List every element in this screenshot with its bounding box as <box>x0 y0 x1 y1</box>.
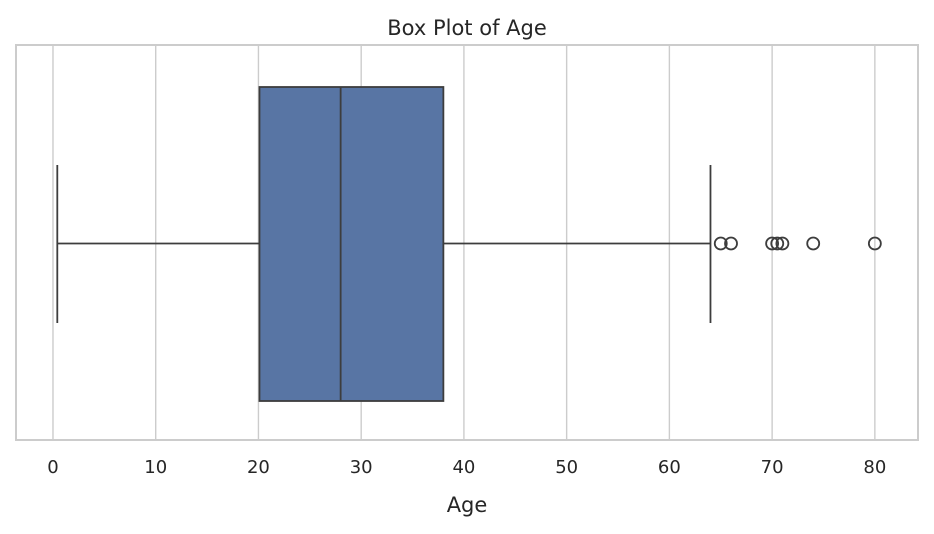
x-tick-label-50: 50 <box>555 457 578 478</box>
x-tick-labels: 0 10 20 30 40 50 60 70 80 <box>47 457 886 478</box>
outlier-point-3 <box>770 236 785 251</box>
plot-frame <box>15 44 919 441</box>
x-tick-label-80: 80 <box>863 457 886 478</box>
x-tick-label-0: 0 <box>47 457 58 478</box>
chart-title: Box Plot of Age <box>387 16 547 40</box>
x-tick-label-10: 10 <box>144 457 167 478</box>
outlier-point-0 <box>713 236 728 251</box>
outlier-point-2 <box>765 236 780 251</box>
x-tick-label-60: 60 <box>658 457 681 478</box>
outlier-point-4 <box>775 236 790 251</box>
x-tick-label-70: 70 <box>761 457 784 478</box>
x-tick-label-40: 40 <box>452 457 475 478</box>
box-plot <box>56 86 882 402</box>
outlier-point-5 <box>806 236 821 251</box>
x-tick-label-20: 20 <box>247 457 270 478</box>
x-tick-label-30: 30 <box>350 457 373 478</box>
grid-lines <box>52 45 876 440</box>
outlier-point-1 <box>724 236 738 251</box>
interquartile-box <box>258 86 445 402</box>
x-axis-label: Age <box>447 493 488 517</box>
outlier-point-6 <box>867 236 882 251</box>
